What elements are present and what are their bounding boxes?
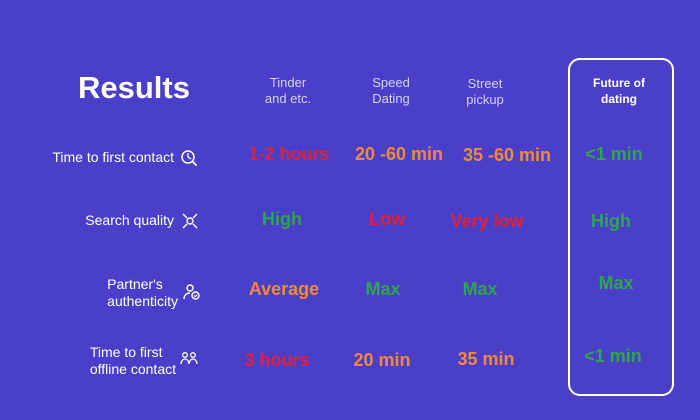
cell-tinder-partners-authenticity: Average <box>248 279 320 299</box>
cell-future-time-to-first-contact: <1 min <box>585 144 643 164</box>
results-title: Results <box>78 70 190 105</box>
column-header-speed-dating: Speed Dating <box>346 75 436 107</box>
clock-search-icon <box>180 149 198 170</box>
cell-street-time-to-first-offline-contact: 35 min <box>457 349 515 369</box>
cell-street-partners-authenticity: Max <box>462 279 498 299</box>
cell-tinder-time-to-first-contact: 1-2 hours <box>248 144 330 164</box>
cell-tinder-search-quality: High <box>262 209 302 229</box>
column-header-line: dating <box>601 92 637 106</box>
row-label-time-to-first-contact: Time to first contact <box>52 149 174 166</box>
verified-user-icon <box>183 283 201 304</box>
row-label-line: Time to first contact <box>52 149 174 165</box>
column-header-line: Speed <box>372 75 410 90</box>
column-header-line: pickup <box>466 92 504 107</box>
row-label-line: Time to first <box>89 344 163 360</box>
meeting-people-icon <box>180 350 198 371</box>
row-label-line: Partner's <box>107 276 163 292</box>
row-label-partners-authenticity: Partner's authenticity <box>107 276 178 310</box>
column-header-future-of-dating: Future of dating <box>574 75 664 107</box>
column-header-tinder: Tinder and etc. <box>243 75 333 107</box>
row-label-time-to-first-offline-contact: Time to first offline contact <box>90 344 176 378</box>
target-people-icon <box>181 212 199 233</box>
cell-speed-search-quality: Low <box>369 209 405 229</box>
row-label-line: offline contact <box>89 361 176 377</box>
column-header-line: Dating <box>372 91 410 106</box>
column-header-line: and etc. <box>264 91 312 106</box>
column-header-line: Street <box>467 76 503 91</box>
cell-future-time-to-first-offline-contact: <1 min <box>584 346 642 366</box>
column-header-line: Tinder <box>269 75 307 90</box>
row-label-line: Search quality <box>85 212 174 228</box>
cell-tinder-time-to-first-offline-contact: 3 hours <box>244 350 310 370</box>
future-of-dating-highlight-box <box>568 58 674 396</box>
cell-speed-time-to-first-offline-contact: 20 min <box>353 350 411 370</box>
cell-speed-time-to-first-contact: 20 -60 min <box>354 144 444 164</box>
cell-street-search-quality: Very low <box>450 211 524 231</box>
row-label-line: authenticity <box>107 293 178 309</box>
cell-future-search-quality: High <box>591 211 631 231</box>
row-label-search-quality: Search quality <box>85 212 174 229</box>
column-header-line: Future of <box>593 76 645 90</box>
cell-speed-partners-authenticity: Max <box>365 279 401 299</box>
cell-street-time-to-first-contact: 35 -60 min <box>462 145 552 165</box>
column-header-street-pickup: Street pickup <box>440 76 530 108</box>
cell-future-partners-authenticity: Max <box>598 273 634 293</box>
